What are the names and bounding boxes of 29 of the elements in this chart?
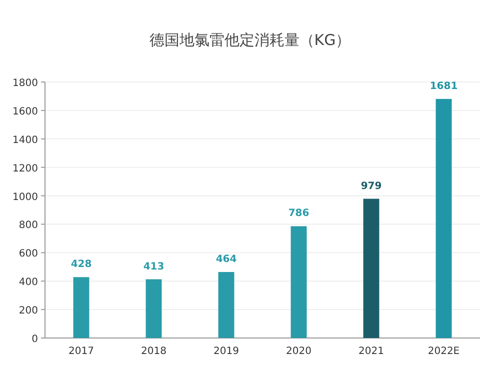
data-label: 413 (143, 261, 164, 272)
y-tick-label: 800 (18, 220, 38, 232)
y-tick-label: 600 (18, 248, 38, 260)
x-tick-label: 2018 (141, 346, 166, 357)
data-label: 428 (70, 259, 92, 270)
x-tick-label: 2019 (214, 346, 239, 357)
bar (436, 98, 452, 338)
data-label: 464 (216, 254, 237, 266)
bar (146, 279, 162, 338)
data-label: 979 (360, 180, 382, 192)
y-tick-label: 1800 (12, 78, 38, 89)
y-tick-label: 1200 (12, 163, 38, 174)
y-tick-label: 1400 (12, 134, 38, 146)
y-tick-label: 200 (18, 306, 38, 317)
bar (218, 272, 234, 338)
y-tick-label: 0 (32, 334, 38, 345)
x-tick-label: 2021 (358, 346, 384, 357)
data-label: 786 (288, 208, 310, 220)
x-tick-label: 2022E (428, 346, 460, 357)
bar (363, 198, 380, 338)
chart-title: 德国地氯雷他定消耗量（KG） (149, 31, 351, 49)
x-tick-label: 2020 (286, 346, 312, 357)
y-tick-label: 1000 (12, 192, 38, 203)
x-tick-label: 2017 (68, 346, 94, 357)
bar (73, 277, 90, 338)
data-label: 1681 (430, 80, 458, 92)
bar (290, 226, 307, 338)
y-tick-label: 400 (18, 277, 38, 288)
y-tick-label: 1600 (12, 106, 38, 118)
